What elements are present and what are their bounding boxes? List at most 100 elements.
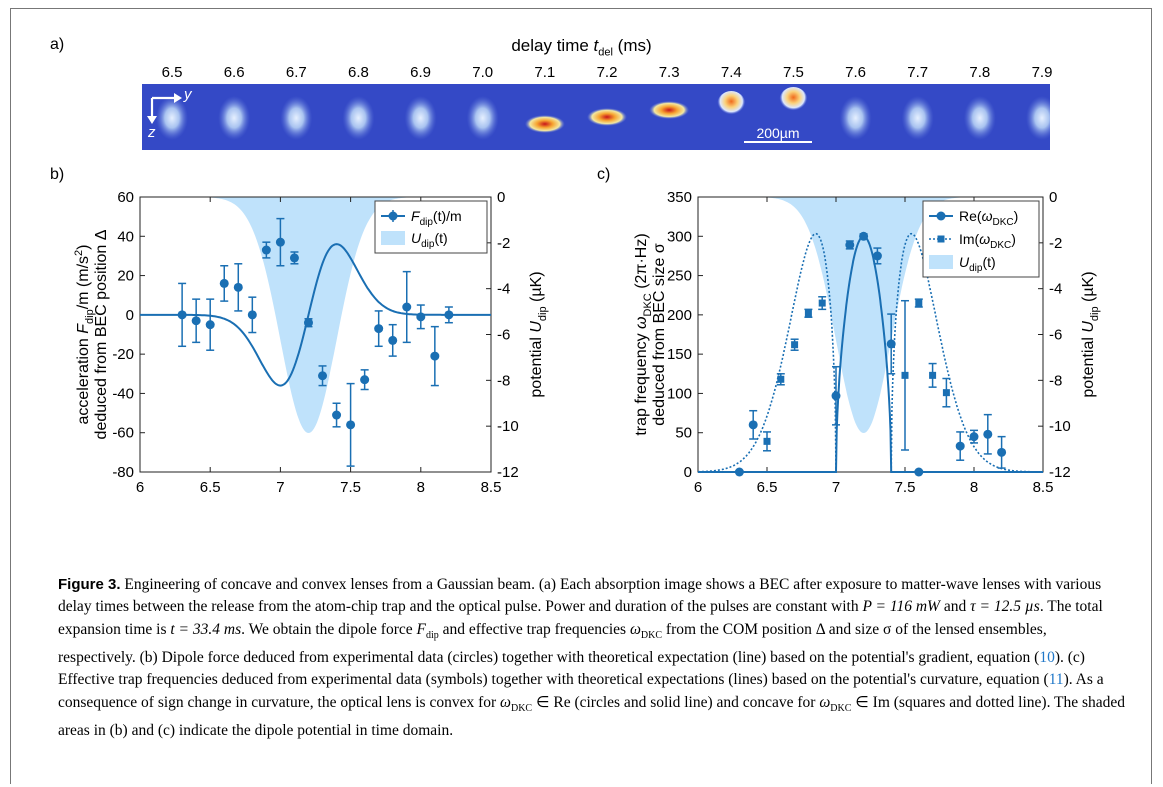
y-tick-label: 150 <box>667 346 692 363</box>
y2-tick-label: -2 <box>497 235 510 252</box>
legend-label-force: Fdip(t)/m <box>411 208 462 228</box>
legend-label-potential: Udip(t) <box>411 230 448 250</box>
bec-cloud <box>524 115 565 133</box>
data-point-imag <box>763 437 771 445</box>
y-tick-label: 300 <box>667 228 692 245</box>
strip-tick-label: 7.5 <box>782 64 804 81</box>
equation-11-link[interactable]: 11 <box>1048 671 1064 689</box>
y2-axis-label: potential Udip (µK) <box>528 271 549 397</box>
data-point <box>444 310 454 320</box>
bec-cloud <box>466 96 499 140</box>
y-tick-label: 250 <box>667 268 692 285</box>
potential-shade <box>140 197 491 433</box>
bec-cloud <box>156 96 188 140</box>
bec-cloud <box>218 96 251 140</box>
bec-cloud <box>404 96 437 140</box>
axis-y-label: y <box>183 86 193 103</box>
potential-shade <box>698 197 1043 433</box>
y2-tick-label: -8 <box>1049 372 1062 389</box>
data-point-imag <box>915 299 923 307</box>
axis-arrows <box>147 93 182 124</box>
strip-tick-label: 6.7 <box>285 64 307 81</box>
data-point-real <box>845 240 855 250</box>
data-point-real <box>831 391 841 401</box>
data-point-imag <box>901 371 909 379</box>
x-tick-label: 6.5 <box>757 479 778 496</box>
bec-cloud <box>280 96 313 140</box>
data-point <box>332 410 342 420</box>
x-tick-label: 7.5 <box>895 479 916 496</box>
y-tick-label: 350 <box>667 189 692 206</box>
panel-c-label: c) <box>597 166 611 183</box>
data-point-real <box>983 429 993 439</box>
data-point <box>233 282 243 292</box>
data-point <box>388 335 398 345</box>
data-point <box>303 318 313 328</box>
data-point-real <box>997 447 1007 457</box>
data-point <box>360 375 370 385</box>
x-tick-label: 7 <box>832 479 840 496</box>
data-point <box>261 245 271 255</box>
y-tick-label: 40 <box>117 228 134 245</box>
y-tick-label: 100 <box>667 385 692 402</box>
data-point-imag <box>929 371 937 379</box>
equation-10-link[interactable]: 10 <box>1039 648 1055 666</box>
data-point <box>289 253 299 263</box>
y2-tick-label: -12 <box>497 464 519 481</box>
data-point-imag <box>777 375 785 383</box>
y-tick-label: -80 <box>112 464 134 481</box>
legend: Re(ωDKC) Im(ωDKC) Udip(t) <box>922 200 1040 278</box>
y2-tick-label: -10 <box>497 418 519 435</box>
y-axis-label: acceleration Fdip/m (m/s2) <box>73 245 96 425</box>
data-point <box>191 316 201 326</box>
data-point <box>430 351 440 361</box>
y-axis-label-line2: deduced from BEC size σ <box>651 243 668 426</box>
strip-tick-label: 7.1 <box>534 64 556 81</box>
legend-label-imag: Im(ωDKC) <box>959 231 1016 251</box>
data-point <box>416 312 426 322</box>
data-point-real <box>859 231 869 241</box>
x-tick-label: 6.5 <box>200 479 221 496</box>
data-point-imag <box>818 299 826 307</box>
panel-b-chart: 6 6.5 7 7.5 8 8.5 60 40 20 0 -20 -40 -60 -80 0 -2 -4 -6 -8… <box>73 189 549 496</box>
strip-tick-label: 7.3 <box>658 64 680 81</box>
y-tick-label: 50 <box>675 425 692 442</box>
x-tick-label: 8.5 <box>481 479 502 496</box>
legend-label-potential: Udip(t) <box>959 254 996 274</box>
data-point <box>219 278 229 288</box>
bec-cloud <box>901 96 934 140</box>
y2-tick-label: -12 <box>1049 464 1071 481</box>
x-tick-label: 8 <box>970 479 978 496</box>
scalebar-label: 200µm <box>756 125 799 141</box>
y2-tick-label: 0 <box>1049 189 1057 206</box>
x-tick-label: 6 <box>694 479 702 496</box>
data-point <box>346 420 356 430</box>
data-point <box>205 320 215 330</box>
y-tick-label: 60 <box>117 189 134 206</box>
bec-cloud <box>342 96 375 140</box>
strip-tick-label: 7.6 <box>845 64 866 81</box>
strip-tick-label: 6.8 <box>347 64 369 81</box>
y2-tick-label: 0 <box>497 189 505 206</box>
strip-tick-label: 6.5 <box>161 64 183 81</box>
data-point-imag <box>804 309 812 317</box>
bec-cloud <box>779 87 808 113</box>
data-point-real <box>969 432 979 442</box>
y2-tick-label: -10 <box>1049 418 1071 435</box>
data-point-real <box>886 339 896 349</box>
panel-b-label: b) <box>50 166 65 183</box>
data-point <box>374 324 384 334</box>
x-tick-label: 7.5 <box>340 479 361 496</box>
data-point <box>318 371 328 381</box>
data-point <box>275 237 285 247</box>
y2-tick-label: -2 <box>1049 235 1062 252</box>
data-point-real <box>955 441 965 451</box>
data-point-real <box>914 467 924 477</box>
y2-tick-label: -4 <box>497 281 510 298</box>
strip-tick-label: 6.9 <box>410 64 431 81</box>
data-point-imag <box>791 341 799 349</box>
y2-tick-label: -6 <box>1049 327 1062 344</box>
y2-tick-label: -6 <box>497 327 510 344</box>
data-point <box>247 310 257 320</box>
strip-title: delay time tdel (ms) <box>511 36 652 59</box>
